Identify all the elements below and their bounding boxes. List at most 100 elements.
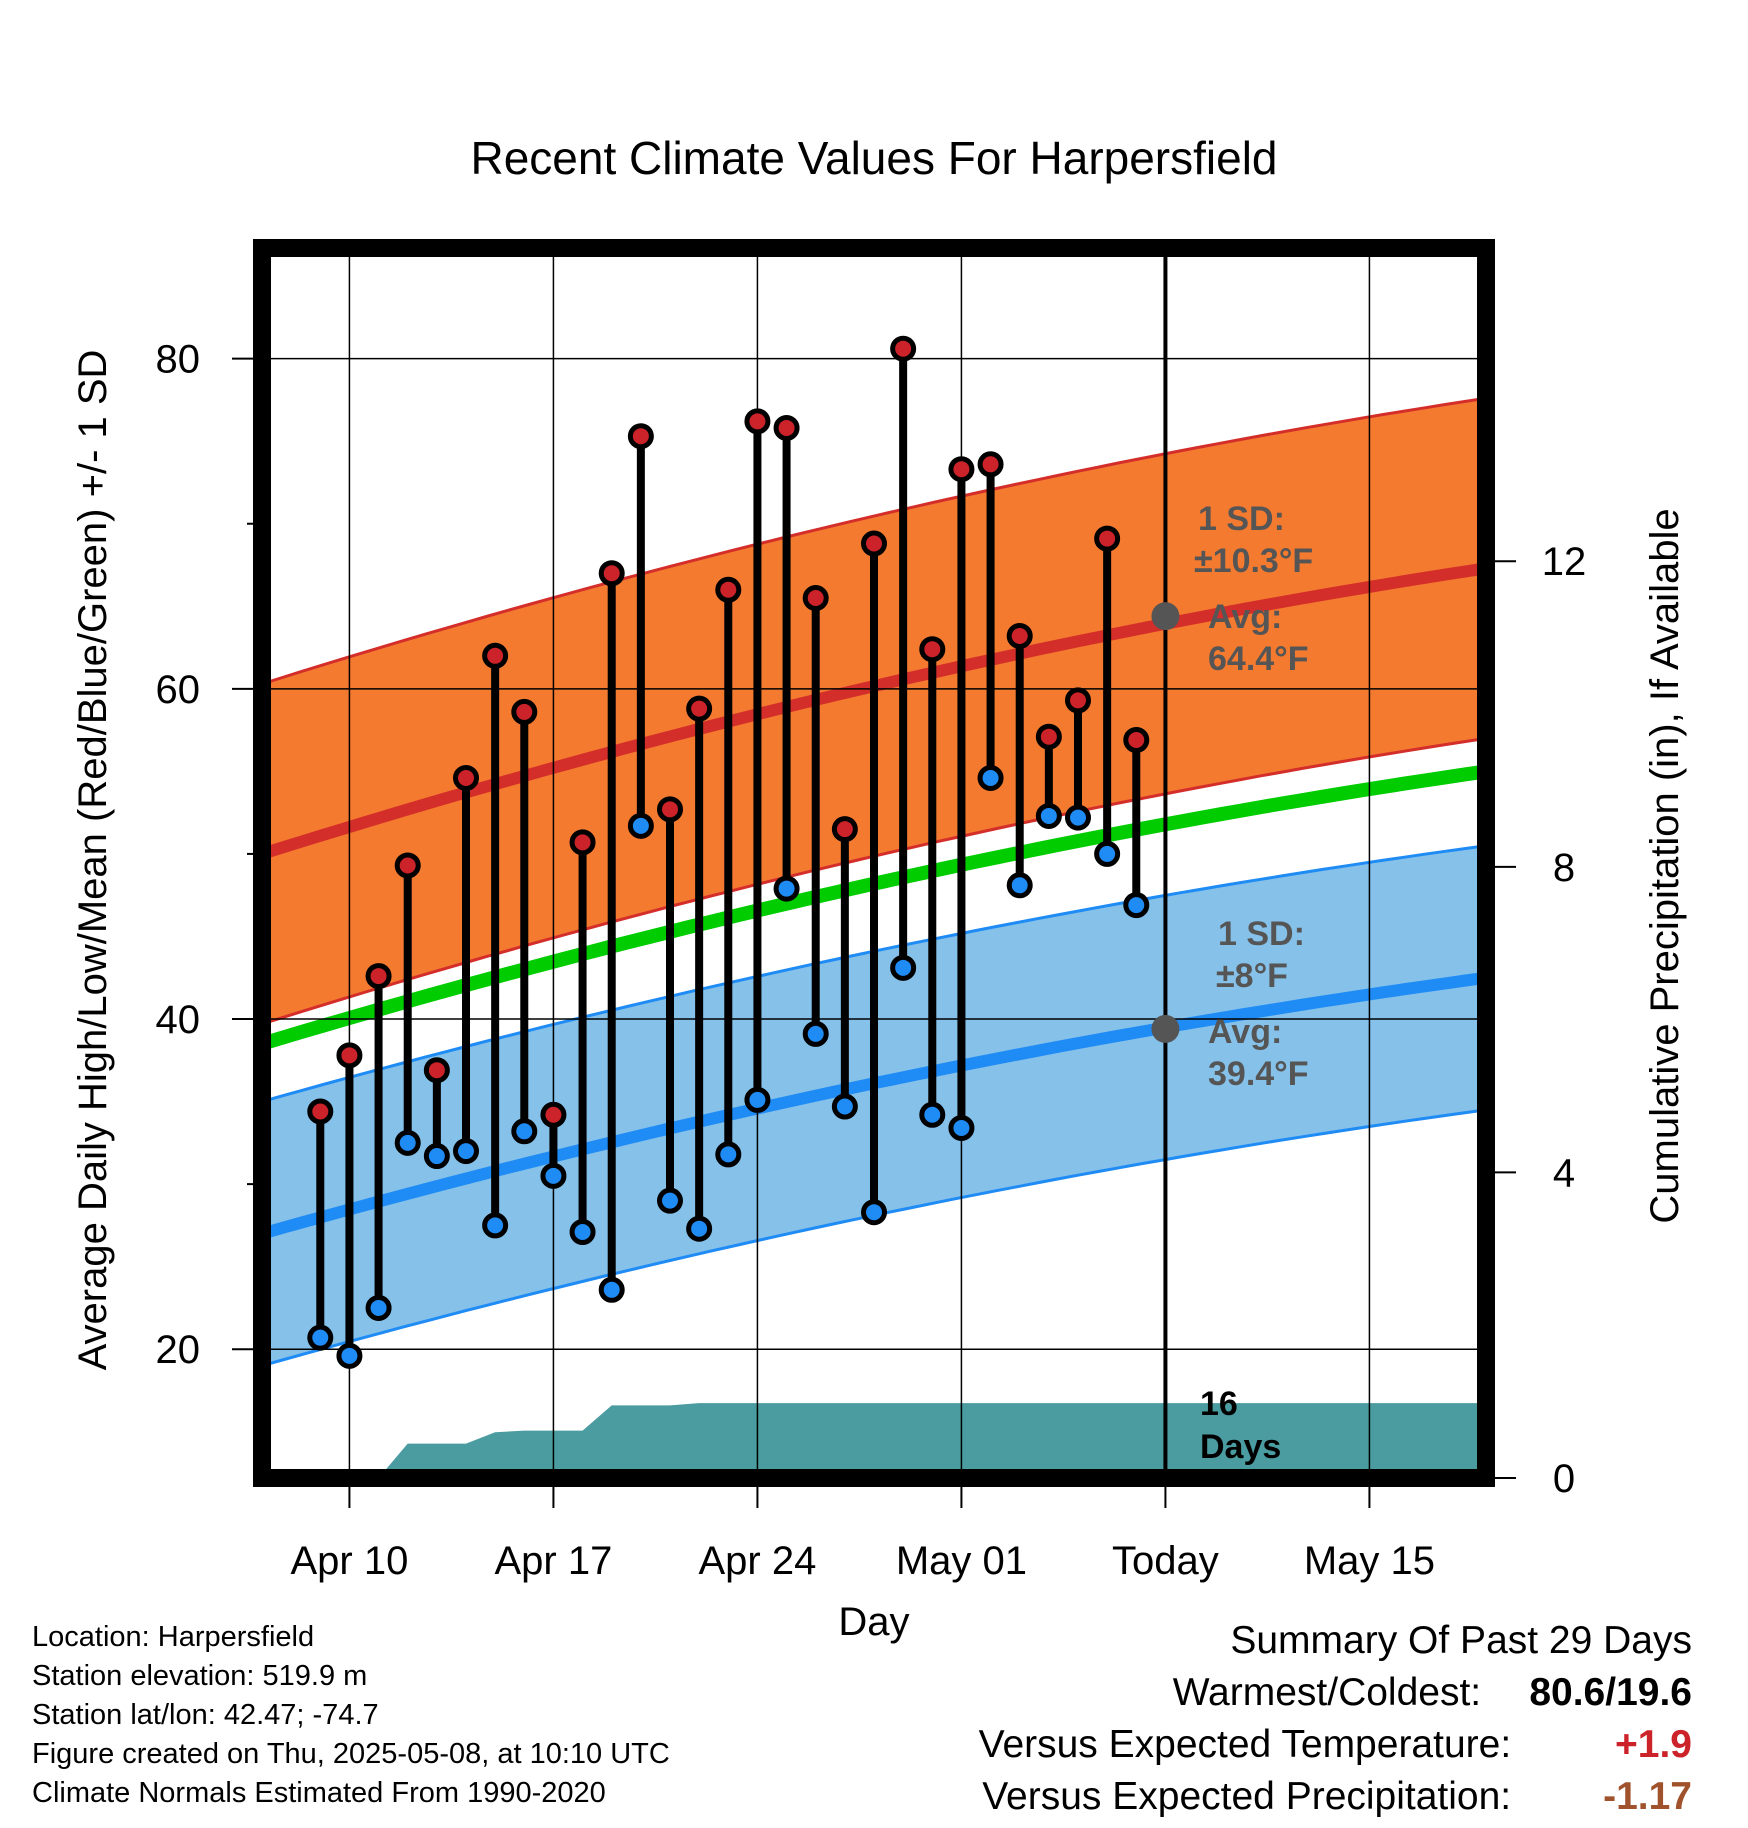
high-avg-label: Avg: bbox=[1208, 598, 1282, 636]
low-avg-value: 39.4°F bbox=[1208, 1055, 1309, 1093]
obs-low-point-26 bbox=[1065, 804, 1091, 831]
y-axis-ticks: 20 40 60 80 bbox=[156, 338, 262, 1372]
obs-high-point-23 bbox=[977, 451, 1004, 478]
y2-axis-ticks: 0 4 8 12 bbox=[1486, 540, 1586, 1501]
info-created: Figure created on Thu, 2025-05-08, at 10… bbox=[32, 1738, 670, 1770]
obs-high-point-28 bbox=[1123, 727, 1150, 753]
x-axis-ticks: Apr 10 Apr 17 Apr 24 May 01 Today May 15 bbox=[290, 1478, 1435, 1583]
obs-high-point-18 bbox=[831, 816, 858, 843]
obs-high-point-22 bbox=[948, 456, 975, 483]
y-tick-label-1: 40 bbox=[156, 998, 201, 1042]
obs-high-point-17 bbox=[802, 585, 829, 612]
obs-high-point-6 bbox=[482, 642, 509, 669]
obs-high-point-1 bbox=[336, 1042, 363, 1069]
obs-low-point-5 bbox=[453, 1138, 479, 1165]
obs-low-point-2 bbox=[365, 1294, 392, 1321]
obs-high-point-13 bbox=[686, 695, 713, 722]
obs-low-point-8 bbox=[540, 1162, 567, 1189]
chart-title: Recent Climate Values For Harpersfield bbox=[470, 132, 1277, 184]
obs-high-point-26 bbox=[1065, 687, 1091, 714]
obs-low-point-28 bbox=[1123, 892, 1150, 919]
obs-high-point-25 bbox=[1035, 723, 1062, 750]
obs-low-point-0 bbox=[307, 1324, 334, 1351]
obs-low-point-10 bbox=[598, 1276, 625, 1303]
obs-low-point-12 bbox=[657, 1187, 683, 1214]
warm-value: 80.6/19.6 bbox=[1529, 1671, 1692, 1714]
obs-high-point-14 bbox=[715, 576, 742, 603]
y-tick-label-3: 80 bbox=[156, 338, 201, 382]
y-axis-label: Average Daily High/Low/Mean (Red/Blue/Gr… bbox=[71, 350, 115, 1371]
y-tick-label-0: 20 bbox=[156, 1328, 201, 1372]
obs-high-point-2 bbox=[365, 963, 392, 990]
x-tick-label-3: May 01 bbox=[896, 1539, 1027, 1583]
today-low-avg-marker bbox=[1151, 1014, 1180, 1043]
obs-high-point-12 bbox=[657, 796, 683, 823]
plot-frame bbox=[253, 239, 1495, 1487]
obs-low-point-15 bbox=[744, 1086, 771, 1113]
precip-area bbox=[262, 1403, 1486, 1478]
x-axis-label: Day bbox=[838, 1600, 909, 1644]
obs-high-point-21 bbox=[919, 636, 946, 663]
obs-low-point-22 bbox=[948, 1114, 975, 1141]
temp-label: Versus Expected Temperature: bbox=[978, 1723, 1512, 1766]
low-sd-value: ±8°F bbox=[1216, 957, 1288, 995]
precip-value: -1.17 bbox=[1603, 1775, 1692, 1818]
high-avg-value: 64.4°F bbox=[1208, 640, 1309, 678]
obs-low-point-25 bbox=[1035, 802, 1062, 829]
obs-high-point-15 bbox=[744, 408, 771, 435]
summary-title: Summary Of Past 29 Days bbox=[1230, 1619, 1692, 1662]
obs-low-point-23 bbox=[977, 764, 1004, 791]
x-tick-label-0: Apr 10 bbox=[290, 1539, 408, 1583]
obs-high-point-11 bbox=[627, 423, 654, 450]
obs-high-point-20 bbox=[890, 335, 917, 362]
observations-layer bbox=[307, 335, 1150, 1369]
low-avg-label: Avg: bbox=[1208, 1013, 1282, 1051]
precip-area-layer bbox=[262, 1403, 1486, 1478]
obs-low-point-19 bbox=[861, 1199, 887, 1226]
obs-high-point-27 bbox=[1094, 525, 1121, 552]
obs-high-point-7 bbox=[511, 698, 538, 725]
obs-high-point-4 bbox=[423, 1057, 450, 1084]
obs-low-point-1 bbox=[336, 1342, 363, 1369]
low-sd-label: 1 SD: bbox=[1218, 915, 1305, 953]
obs-low-point-6 bbox=[482, 1212, 509, 1239]
obs-high-point-8 bbox=[540, 1101, 567, 1128]
obs-low-point-11 bbox=[627, 812, 654, 839]
summary-temp-row: Versus Expected Temperature: +1.9 bbox=[979, 1719, 1692, 1771]
obs-low-point-16 bbox=[773, 875, 800, 902]
x-tick-label-4: Today bbox=[1112, 1539, 1219, 1583]
precip-label: Versus Expected Precipitation: bbox=[982, 1775, 1512, 1818]
obs-low-point-24 bbox=[1006, 872, 1033, 899]
y2-tick-label-1: 4 bbox=[1553, 1151, 1575, 1195]
obs-high-point-19 bbox=[861, 530, 887, 557]
days-label: Days bbox=[1200, 1428, 1281, 1466]
info-normals: Climate Normals Estimated From 1990-2020 bbox=[32, 1777, 606, 1809]
warm-label: Warmest/Coldest: bbox=[1172, 1671, 1482, 1714]
summary-warm-row: Warmest/Coldest: 80.6/19.6 bbox=[979, 1667, 1692, 1719]
high-band-upper-edge bbox=[262, 396, 1486, 686]
obs-high-point-9 bbox=[569, 829, 596, 856]
today-marker bbox=[1151, 248, 1180, 1478]
obs-low-point-4 bbox=[423, 1143, 450, 1170]
y2-tick-label-0: 0 bbox=[1553, 1457, 1575, 1501]
y2-tick-label-3: 12 bbox=[1542, 540, 1587, 584]
high-sd-value: ±10.3°F bbox=[1194, 542, 1313, 580]
obs-low-point-7 bbox=[511, 1118, 538, 1145]
obs-high-point-24 bbox=[1006, 622, 1033, 649]
obs-high-point-0 bbox=[307, 1098, 334, 1125]
summary-precip-row: Versus Expected Precipitation: -1.17 bbox=[979, 1771, 1692, 1823]
obs-high-point-10 bbox=[598, 560, 625, 587]
obs-high-point-5 bbox=[453, 764, 479, 791]
info-location: Location: Harpersfield bbox=[32, 1621, 315, 1653]
obs-low-point-21 bbox=[919, 1101, 946, 1128]
station-info: Location: Harpersfield Station elevation… bbox=[32, 1618, 670, 1813]
y-tick-label-2: 60 bbox=[156, 668, 201, 712]
info-elevation: Station elevation: 519.9 m bbox=[32, 1660, 368, 1692]
days-count: 16 bbox=[1200, 1385, 1238, 1423]
x-tick-label-1: Apr 17 bbox=[494, 1539, 612, 1583]
obs-low-point-14 bbox=[715, 1141, 742, 1168]
obs-low-point-9 bbox=[569, 1219, 596, 1245]
obs-low-point-17 bbox=[802, 1020, 829, 1047]
info-latlon: Station lat/lon: 42.47; -74.7 bbox=[32, 1699, 379, 1731]
